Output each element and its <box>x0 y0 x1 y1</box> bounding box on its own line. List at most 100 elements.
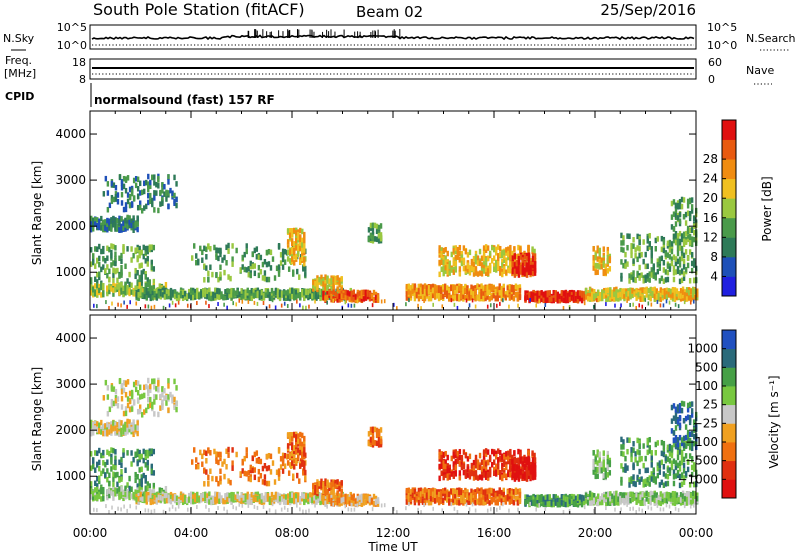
power-cell <box>405 291 409 297</box>
power-cell <box>650 302 653 307</box>
power-cell <box>486 290 489 296</box>
power-cell <box>146 281 149 288</box>
power-cell <box>615 295 618 302</box>
power-cell <box>120 285 123 292</box>
velocity-cell <box>163 387 166 394</box>
power-cell <box>627 290 630 297</box>
power-cell <box>437 295 441 302</box>
power-cell <box>371 231 375 238</box>
power-cell <box>282 295 286 301</box>
velocity-cell <box>326 498 329 505</box>
power-cell <box>267 248 271 255</box>
power-cell <box>644 263 647 270</box>
power-cell <box>476 283 479 289</box>
velocity-cell <box>235 451 238 458</box>
power-cell <box>319 295 322 302</box>
power-cell <box>670 245 674 251</box>
velocity-cell <box>189 491 193 498</box>
power-cell <box>484 292 487 298</box>
power-cell <box>586 296 590 302</box>
power-colorbar-label: Power [dB] <box>760 176 774 241</box>
power-cell <box>297 288 300 294</box>
power-cell <box>215 251 218 257</box>
power-cell <box>692 299 695 304</box>
power-cell <box>696 288 699 294</box>
velocity-cell <box>286 460 290 466</box>
velocity-cell <box>277 468 281 474</box>
velocity-cell <box>303 493 306 499</box>
power-cell <box>132 222 135 228</box>
power-cell <box>116 199 120 205</box>
power-cell <box>372 289 376 296</box>
velocity-cell <box>106 468 109 474</box>
velocity-cell <box>334 495 337 501</box>
power-cell <box>529 264 533 271</box>
velocity-cell <box>296 472 299 479</box>
power-cell <box>624 259 627 265</box>
power-cell <box>167 203 170 209</box>
power-cell <box>596 256 599 262</box>
velocity-cell <box>312 487 315 493</box>
power-cell <box>271 298 274 303</box>
velocity-cell <box>104 379 108 386</box>
velocity-cell <box>223 473 226 480</box>
power-cell <box>281 264 285 270</box>
power-cell <box>200 290 203 297</box>
power-cell <box>134 273 137 280</box>
power-cell <box>157 290 161 297</box>
power-cell <box>227 274 230 280</box>
power-cell <box>617 296 620 302</box>
power-cell <box>674 256 678 262</box>
power-cell <box>128 222 131 229</box>
power-cell <box>147 186 150 193</box>
power-cell <box>632 243 635 249</box>
velocity-cell <box>106 494 109 501</box>
power-cell <box>592 289 596 295</box>
power-cell <box>667 288 671 294</box>
power-cell <box>482 285 485 291</box>
velocity-cell <box>299 495 302 502</box>
velocity-cell <box>301 441 304 448</box>
power-cell <box>126 198 130 205</box>
velocity-cell <box>149 402 152 409</box>
velocity-cell <box>275 469 279 476</box>
power-cell <box>230 292 233 298</box>
velocity-cell <box>332 480 335 487</box>
power-cell <box>122 244 125 250</box>
power-cell <box>293 294 296 300</box>
power-cell <box>562 297 566 303</box>
power-cell <box>486 255 490 262</box>
freq-ytick-top: 18 <box>72 56 86 69</box>
velocity-cell <box>136 420 139 426</box>
power-cell <box>438 259 441 266</box>
power-cell <box>248 294 251 301</box>
velocity-cell <box>116 422 119 428</box>
power-cell <box>646 276 649 282</box>
power-cell <box>484 270 488 276</box>
velocity-cell <box>157 379 160 386</box>
power-cell <box>126 220 129 226</box>
power-cell <box>268 304 271 309</box>
velocity-cell <box>100 470 103 477</box>
velocity-cell <box>338 493 341 500</box>
power-cell <box>645 286 648 293</box>
power-cell <box>508 292 512 298</box>
velocity-cell <box>149 492 152 498</box>
colorbar-tick-label: 24 <box>703 172 718 186</box>
power-cell <box>98 218 101 224</box>
velocity-cell <box>114 388 118 395</box>
velocity-cell <box>244 496 247 503</box>
velocity-cell <box>90 419 93 426</box>
velocity-cell <box>277 447 281 453</box>
power-cell <box>134 248 137 255</box>
power-cell <box>692 277 696 284</box>
velocity-cell <box>114 455 117 461</box>
power-cell <box>98 287 101 294</box>
power-cell <box>167 290 171 296</box>
power-cell <box>256 287 260 294</box>
power-cell <box>366 291 370 297</box>
power-cell <box>264 288 268 294</box>
power-cell <box>212 291 215 298</box>
power-cell <box>517 303 519 308</box>
